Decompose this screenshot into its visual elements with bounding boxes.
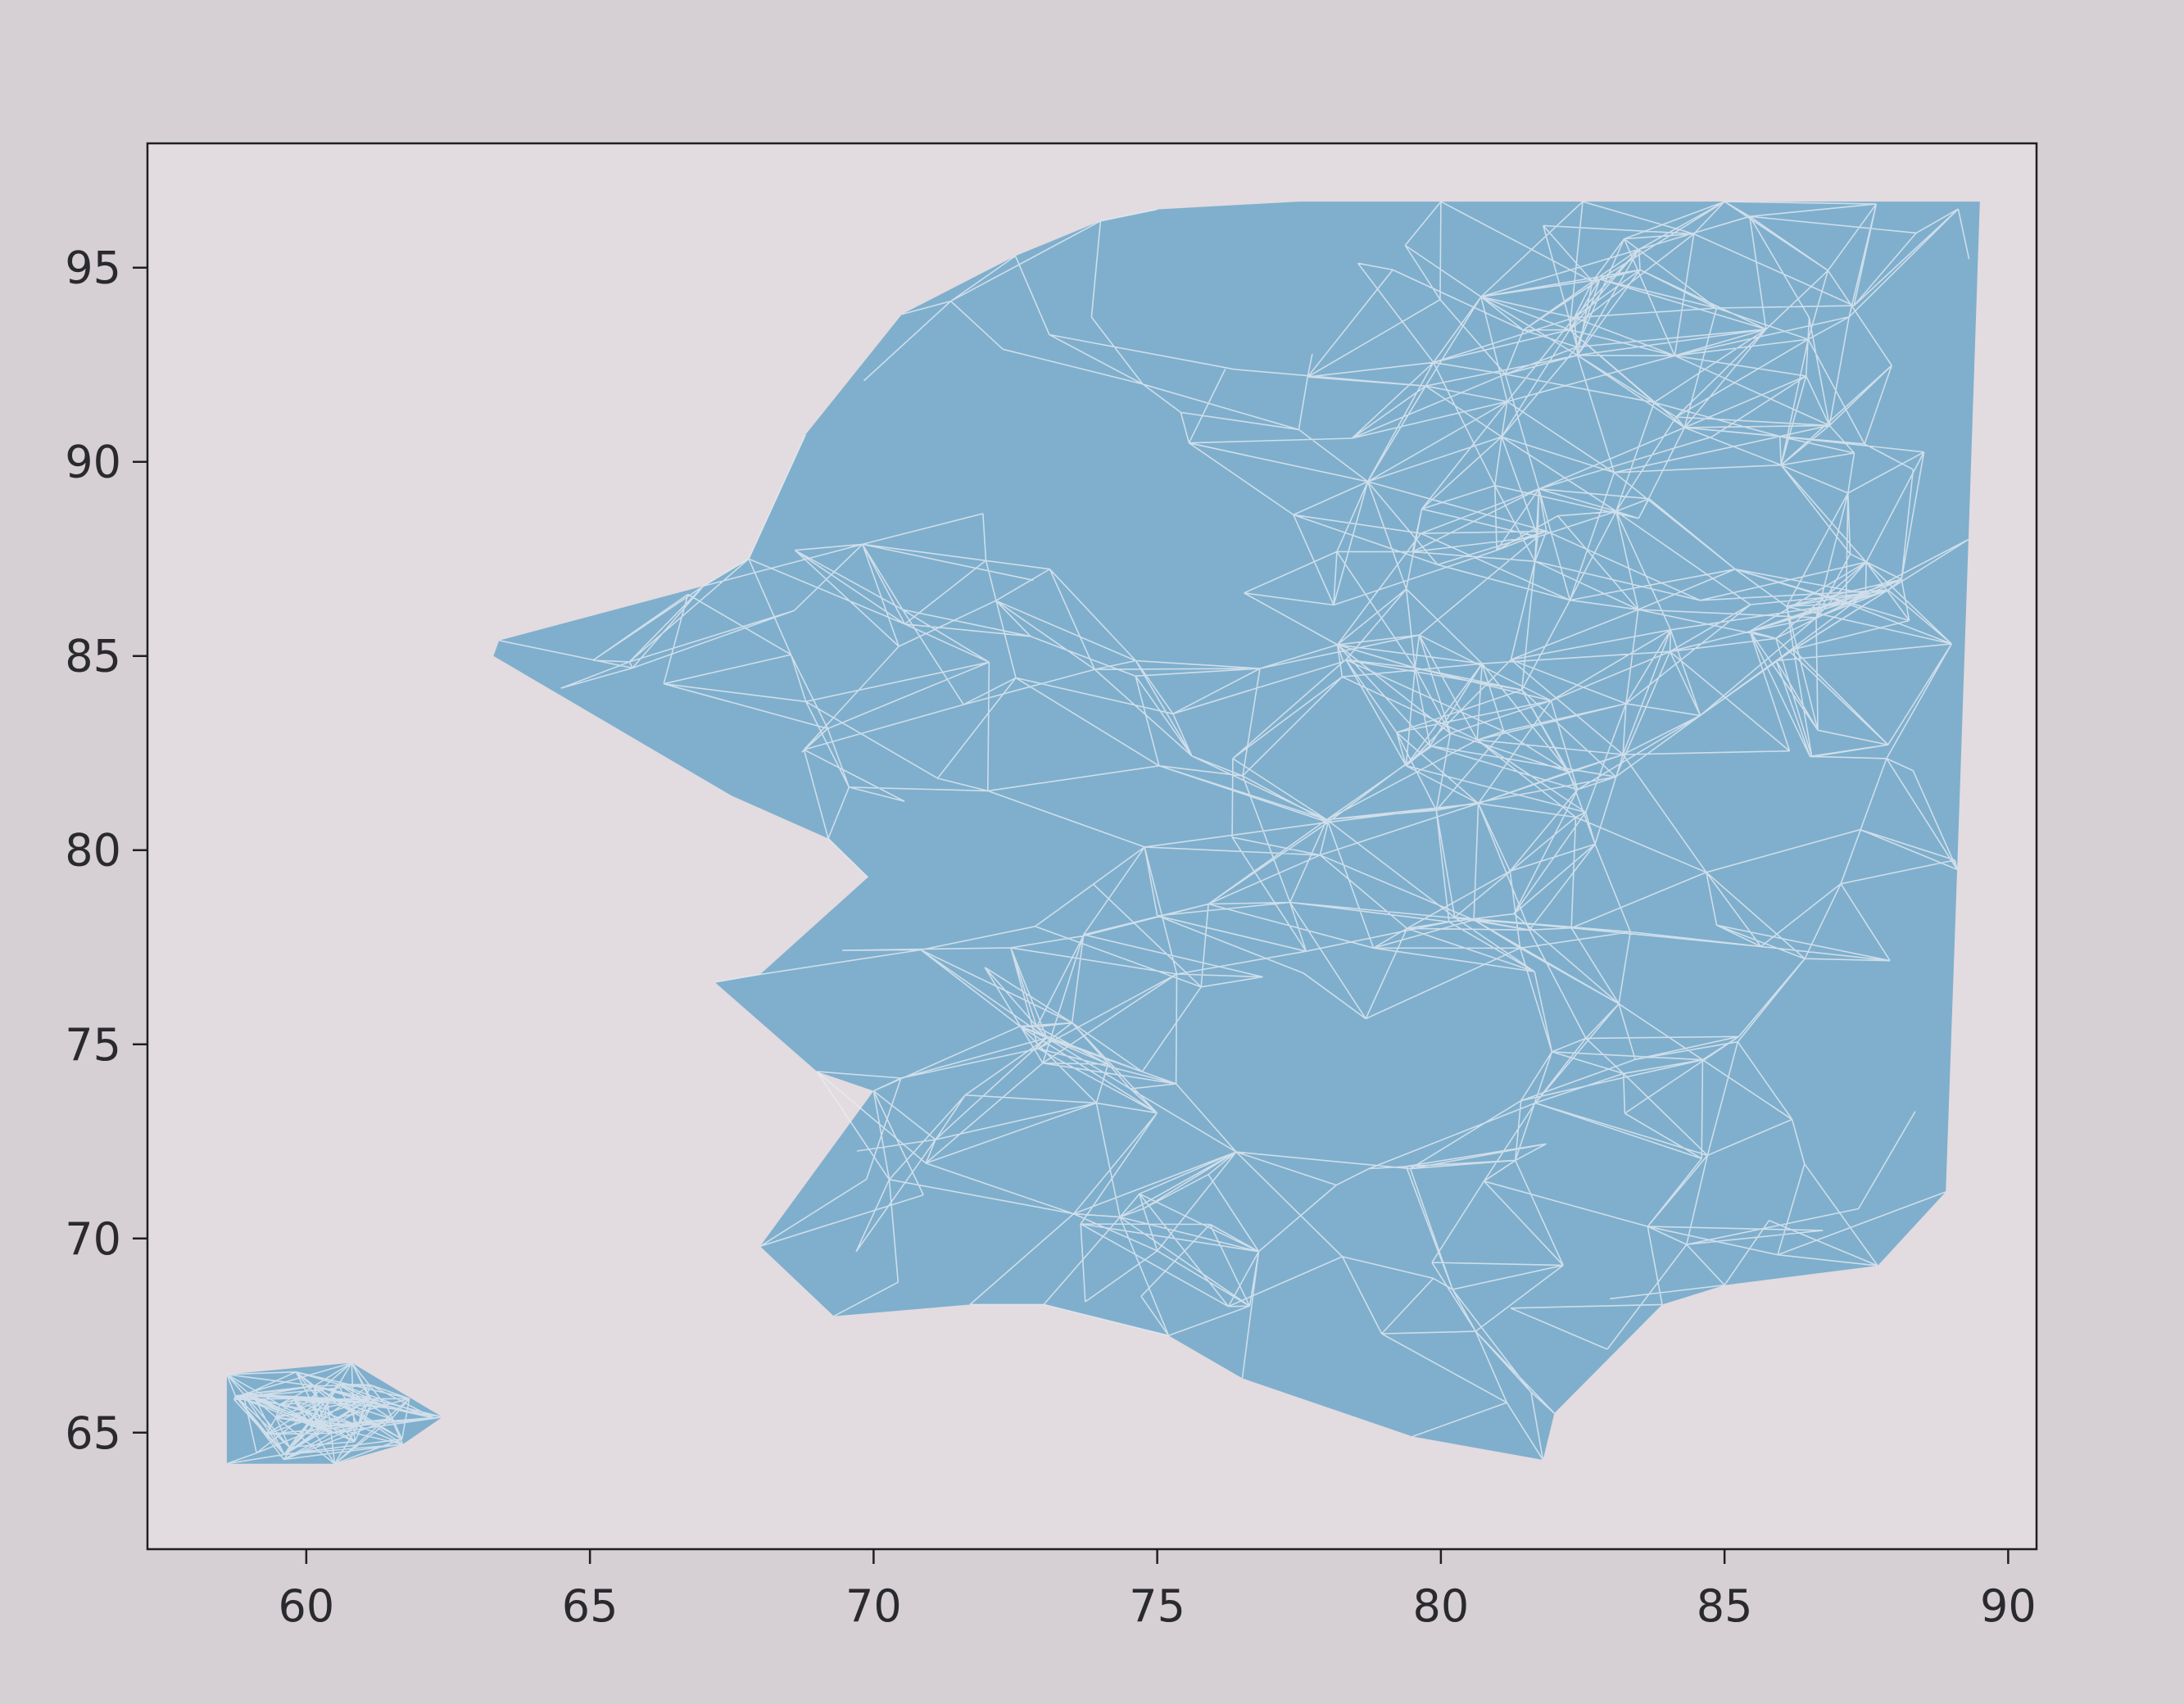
mesh-lines bbox=[226, 201, 1970, 1465]
x-tick-label: 80 bbox=[1413, 1580, 1470, 1632]
y-tick-label: 75 bbox=[65, 1019, 121, 1071]
y-tick-label: 85 bbox=[65, 631, 121, 682]
x-tick-label: 75 bbox=[1129, 1580, 1185, 1632]
x-tick-label: 85 bbox=[1697, 1580, 1753, 1632]
y-tick-label: 65 bbox=[65, 1407, 121, 1459]
x-tick-label: 65 bbox=[562, 1580, 618, 1632]
axes-frame bbox=[146, 142, 2038, 1551]
x-tick-label: 60 bbox=[279, 1580, 335, 1632]
y-tick-label: 95 bbox=[65, 242, 121, 294]
x-tick-label: 70 bbox=[845, 1580, 902, 1632]
mesh-edges-2 bbox=[226, 1362, 443, 1465]
plot-area bbox=[226, 201, 1980, 1465]
x-tick-label: 90 bbox=[1980, 1580, 2037, 1632]
mesh-region-1 bbox=[493, 202, 1980, 1461]
y-axis: 65 70 75 80 85 90 95 bbox=[65, 242, 147, 1459]
axes-spines bbox=[146, 142, 2038, 1551]
y-tick-label: 80 bbox=[65, 825, 121, 877]
mesh-edges-1 bbox=[499, 201, 1970, 1461]
y-tick-label: 70 bbox=[65, 1213, 121, 1265]
x-axis: 60 65 70 75 80 85 90 bbox=[279, 1549, 2037, 1632]
y-tick-label: 90 bbox=[65, 437, 121, 488]
